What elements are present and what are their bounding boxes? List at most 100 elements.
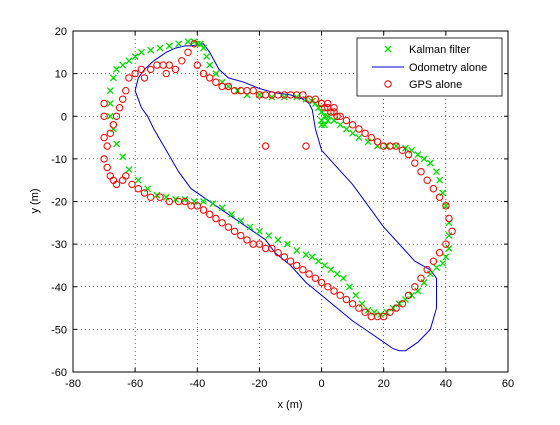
kalman-point bbox=[147, 46, 155, 54]
gps-point bbox=[299, 266, 307, 274]
gps-point bbox=[137, 65, 146, 74]
kalman-point bbox=[237, 217, 245, 225]
gps-point bbox=[404, 291, 413, 299]
legend-gps-marker bbox=[384, 80, 392, 88]
kalman-point bbox=[172, 195, 179, 203]
gps-point bbox=[112, 112, 121, 121]
gps-point bbox=[348, 300, 357, 308]
gps-point bbox=[100, 99, 108, 108]
legend-gps-label: GPS alone bbox=[409, 79, 462, 91]
gps-point bbox=[411, 159, 419, 167]
kalman-point bbox=[436, 176, 444, 184]
legend: Kalman filter Odometry alone GPS alone bbox=[356, 37, 503, 97]
kalman-point bbox=[414, 151, 422, 159]
kalman-point bbox=[228, 210, 235, 218]
gps-point bbox=[336, 291, 344, 299]
y-tick-label: 20 bbox=[55, 26, 67, 38]
gps-point bbox=[184, 48, 192, 56]
kalman-point bbox=[342, 125, 350, 133]
gps-point bbox=[112, 180, 121, 189]
kalman-point bbox=[433, 168, 440, 176]
kalman-point bbox=[315, 257, 322, 265]
gps-point bbox=[404, 150, 413, 159]
gps-point bbox=[206, 74, 214, 82]
kalman-point bbox=[442, 253, 450, 261]
gps-point bbox=[417, 274, 425, 282]
x-tick-label: 0 bbox=[319, 378, 325, 390]
kalman-point bbox=[339, 274, 347, 282]
kalman-point bbox=[131, 53, 139, 61]
gps-point bbox=[302, 142, 310, 150]
gps-point bbox=[224, 223, 233, 231]
gps-point bbox=[230, 87, 239, 95]
kalman-point bbox=[134, 176, 142, 184]
kalman-point bbox=[439, 259, 447, 267]
kalman-point bbox=[327, 266, 335, 274]
kalman-point bbox=[184, 38, 192, 46]
gps-point bbox=[212, 78, 220, 86]
kalman-point bbox=[333, 270, 341, 278]
kalman-point bbox=[106, 112, 114, 120]
kalman-point bbox=[433, 264, 440, 272]
kalman-point bbox=[156, 44, 164, 52]
y-tick-label: 0 bbox=[61, 111, 67, 123]
kalman-point bbox=[355, 134, 363, 142]
kalman-point bbox=[321, 261, 329, 269]
gps-point bbox=[193, 202, 202, 210]
gps-point bbox=[100, 133, 108, 142]
gps-point bbox=[147, 65, 155, 74]
gps-point bbox=[435, 193, 444, 201]
kalman-point bbox=[109, 74, 117, 82]
kalman-point bbox=[209, 200, 217, 208]
kalman-point bbox=[408, 146, 416, 154]
odometry-line bbox=[134, 43, 437, 352]
legend-kalman-label: Kalman filter bbox=[409, 44, 470, 56]
kalman-point bbox=[144, 185, 152, 193]
x-tick-label: 20 bbox=[378, 378, 390, 390]
gps-point bbox=[122, 172, 130, 180]
gps-point bbox=[373, 138, 382, 146]
kalman-point bbox=[321, 121, 329, 129]
gps-point bbox=[243, 236, 251, 244]
gps-point bbox=[261, 142, 270, 150]
kalman-point bbox=[255, 227, 263, 235]
kalman-point bbox=[420, 279, 428, 286]
gps-point bbox=[153, 61, 161, 69]
kalman-point bbox=[200, 44, 207, 52]
gps-point bbox=[218, 82, 226, 91]
kalman-point bbox=[246, 223, 254, 231]
gps-point bbox=[199, 69, 208, 78]
y-tick-label: 10 bbox=[55, 69, 67, 81]
gps-point bbox=[348, 121, 357, 129]
kalman-point bbox=[196, 40, 204, 48]
kalman-point bbox=[106, 87, 114, 95]
gps-point bbox=[162, 69, 170, 78]
gps-point bbox=[380, 312, 388, 321]
kalman-point bbox=[315, 104, 322, 112]
gps-point bbox=[103, 163, 111, 172]
gps-point bbox=[417, 168, 425, 176]
kalman-point bbox=[308, 97, 316, 105]
kalman-point bbox=[106, 100, 114, 107]
gps-point bbox=[423, 176, 431, 184]
kalman-point bbox=[293, 247, 301, 254]
gps-point bbox=[131, 69, 139, 78]
y-tick-label: -40 bbox=[51, 282, 67, 294]
gps-point bbox=[206, 210, 214, 219]
legend-odometry-label: Odometry alone bbox=[409, 62, 487, 74]
gps-point bbox=[386, 308, 394, 316]
kalman-point bbox=[206, 61, 214, 69]
gps-point bbox=[178, 57, 186, 65]
kalman-point bbox=[426, 159, 434, 167]
gps-point bbox=[423, 266, 431, 274]
gps-point bbox=[156, 193, 164, 201]
gps-point bbox=[190, 40, 198, 48]
kalman-point bbox=[321, 112, 329, 120]
kalman-point bbox=[203, 53, 211, 61]
kalman-point bbox=[280, 93, 288, 101]
x-ticks: -80 -60 -40 -20 0 20 40 60 bbox=[65, 31, 514, 390]
gps-point bbox=[361, 129, 369, 138]
gps-point bbox=[115, 104, 124, 112]
gps-point bbox=[361, 308, 369, 316]
